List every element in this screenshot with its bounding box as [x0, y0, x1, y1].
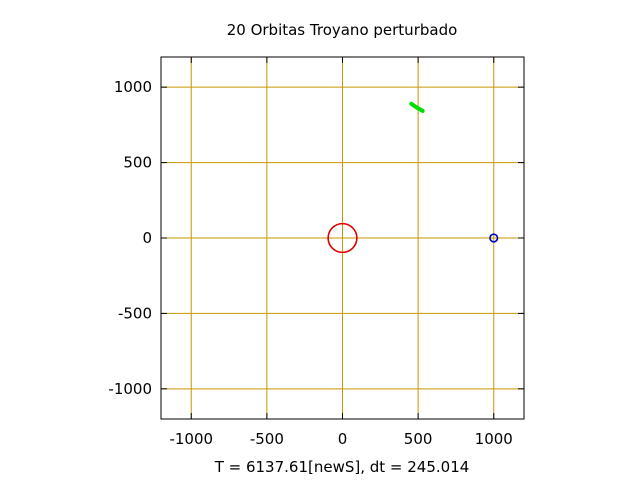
y-tick-label: 1000: [114, 78, 152, 96]
x-tick-label: 500: [404, 430, 433, 448]
x-tick-label: -500: [250, 430, 284, 448]
orbit-1: [489, 233, 499, 243]
y-tick-label: -500: [118, 304, 152, 322]
orbit-2: [409, 101, 425, 113]
x-tick-label: 1000: [475, 430, 513, 448]
y-tick-label: 500: [123, 154, 152, 172]
grid: [161, 57, 524, 419]
data-series: [327, 101, 499, 254]
x-axis-label: T = 6137.61[newS], dt = 245.014: [214, 458, 470, 476]
orbit-0: [327, 222, 358, 254]
axis-ticks: -1000 -500 0 500 1000 -1000 -500 0 500 1000: [108, 57, 524, 448]
y-tick-label: -1000: [108, 380, 152, 398]
chart-title: 20 Orbitas Troyano perturbado: [227, 21, 458, 39]
x-tick-label: -1000: [169, 430, 213, 448]
x-tick-label: 0: [338, 430, 348, 448]
y-tick-label: 0: [142, 229, 152, 247]
